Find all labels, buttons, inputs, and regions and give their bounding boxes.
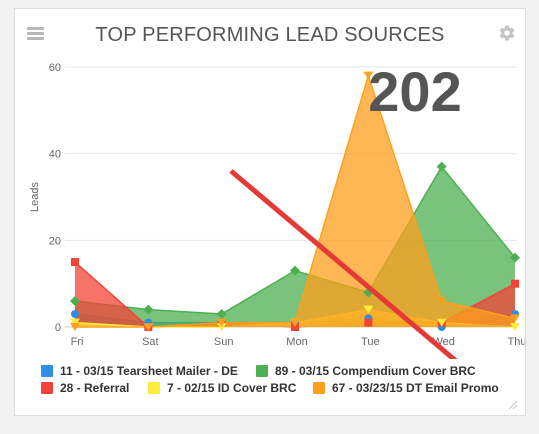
y-tick-label: 20 xyxy=(49,235,61,247)
legend-item-tearsheet[interactable]: 11 - 03/15 Tearsheet Mailer - DE xyxy=(41,364,238,378)
legend-item-compendium[interactable]: 89 - 03/15 Compendium Cover BRC xyxy=(256,364,476,378)
data-point xyxy=(363,71,374,80)
x-tick-label: Sat xyxy=(142,336,159,348)
data-point xyxy=(143,304,154,315)
data-point xyxy=(364,318,373,327)
legend-swatch xyxy=(148,382,160,394)
x-tick-label: Tue xyxy=(361,336,380,348)
x-tick-label: Thu xyxy=(508,336,525,348)
legend-item-id-cover[interactable]: 7 - 02/15 ID Cover BRC xyxy=(148,381,296,395)
data-point xyxy=(143,323,154,331)
annotation-arrow xyxy=(229,169,458,359)
data-point xyxy=(510,252,520,263)
data-point xyxy=(71,258,79,266)
y-axis-label: Leads xyxy=(29,182,41,212)
gear-icon[interactable] xyxy=(498,24,516,42)
hamburger-menu-icon[interactable] xyxy=(27,27,44,40)
x-tick-label: Sun xyxy=(214,336,234,348)
data-point xyxy=(70,318,80,327)
legend-row-2: 28 - Referral 7 - 02/15 ID Cover BRC 67 … xyxy=(41,381,521,398)
widget-title: TOP PERFORMING LEAD SOURCES xyxy=(95,24,445,46)
legend-item-referral[interactable]: 28 - Referral xyxy=(41,381,129,395)
data-point xyxy=(216,309,227,319)
legend-swatch xyxy=(256,365,268,377)
y-tick-label: 40 xyxy=(49,149,61,161)
lead-sources-widget: TOP PERFORMING LEAD SOURCES 0 20 40 60 Fri Sa… xyxy=(14,8,526,416)
legend-swatch xyxy=(313,382,325,394)
data-point xyxy=(290,265,300,276)
legend-row-1: 11 - 03/15 Tearsheet Mailer - DE 89 - 03… xyxy=(41,364,521,381)
data-point xyxy=(436,297,447,305)
chart-legend: 11 - 03/15 Tearsheet Mailer - DE 89 - 03… xyxy=(41,364,521,398)
data-point xyxy=(436,318,447,327)
legend-label: 7 - 02/15 ID Cover BRC xyxy=(167,381,297,395)
data-point xyxy=(363,305,374,314)
big-number-overlay: 202 xyxy=(368,60,461,123)
chart-markers xyxy=(70,71,520,331)
data-point xyxy=(511,279,519,288)
data-point xyxy=(436,161,447,172)
legend-item-email-promo[interactable]: 67 - 03/23/15 DT Email Promo xyxy=(313,381,499,395)
series-area-4 xyxy=(75,75,515,328)
x-tick-label: Fri xyxy=(71,336,84,348)
data-point xyxy=(290,318,300,327)
data-point xyxy=(71,310,79,318)
data-point xyxy=(216,323,227,331)
data-point xyxy=(216,318,227,327)
legend-label: 89 - 03/15 Compendium Cover BRC xyxy=(275,364,476,378)
data-point xyxy=(510,323,520,331)
x-tick-label: Mon xyxy=(286,336,307,348)
data-point xyxy=(70,323,80,331)
y-tick-label: 60 xyxy=(49,62,61,74)
legend-label: 28 - Referral xyxy=(60,381,130,395)
data-point xyxy=(510,314,520,323)
data-point xyxy=(291,323,299,331)
legend-swatch xyxy=(41,382,53,394)
arrow-line xyxy=(229,169,458,359)
legend-label: 67 - 03/23/15 DT Email Promo xyxy=(332,381,499,395)
y-tick-label: 0 xyxy=(55,322,61,334)
legend-label: 11 - 03/15 Tearsheet Mailer - DE xyxy=(60,364,238,378)
legend-swatch xyxy=(41,365,53,377)
resize-corner-icon[interactable] xyxy=(507,399,519,411)
data-point xyxy=(70,296,80,306)
